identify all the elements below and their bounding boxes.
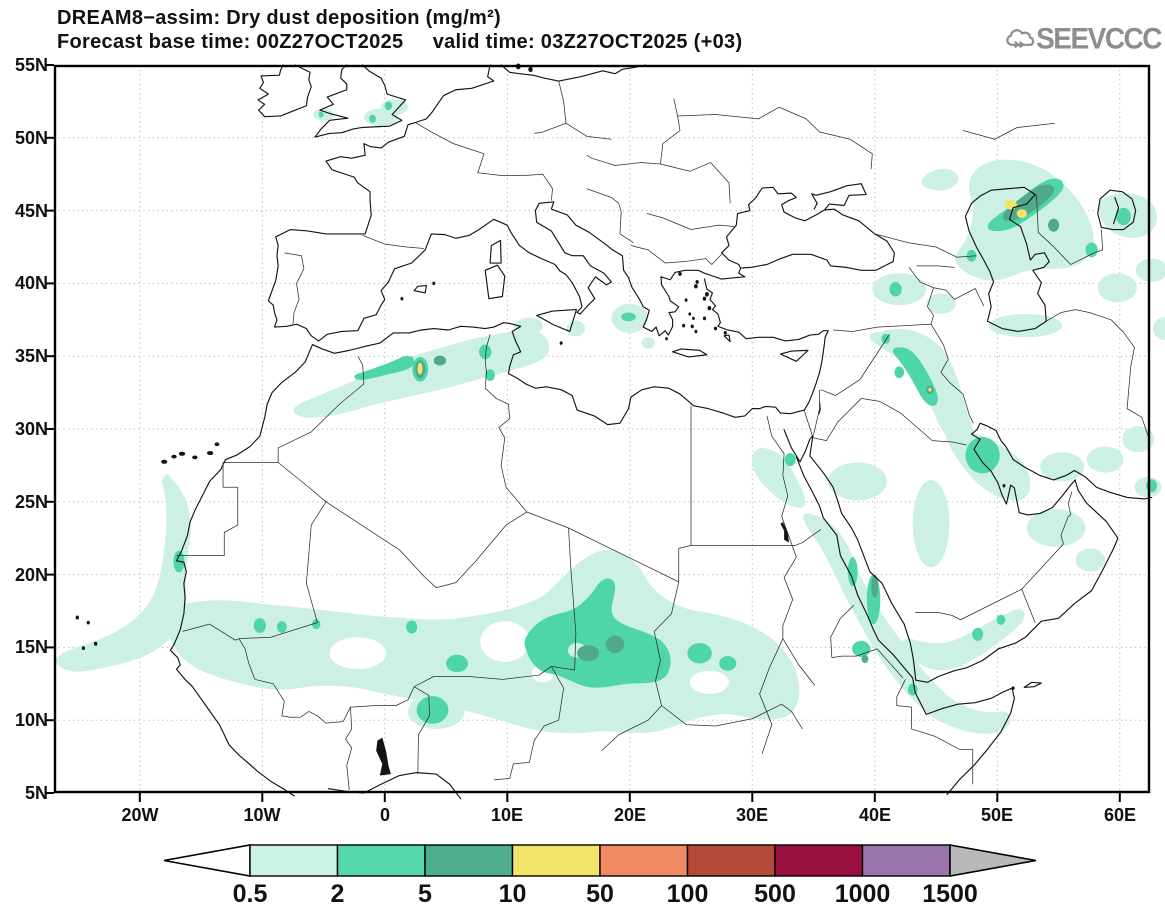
cloud-arrow-icon: [1006, 29, 1035, 49]
figure-title: DREAM8−assim: Dry dust deposition (mg/m²…: [57, 7, 502, 29]
lat-tick-label: 40N: [14, 273, 48, 293]
lat-tick-label: 20N: [14, 565, 48, 585]
lon-tick-label: 30E: [735, 805, 769, 825]
colorbar-tick-label: 10: [499, 880, 527, 907]
colorbar-segment: [511, 844, 601, 877]
colorbar-segment: [774, 844, 864, 877]
lon-tick-label: 60E: [1103, 805, 1137, 825]
lake-nasser: [780, 522, 789, 543]
colorbar: 0.5 2 5 10 50 100 500 1000 1500: [163, 844, 1037, 907]
colorbar-tick-label: 500: [754, 880, 796, 907]
seevccc-logo: SEEVCCC: [1005, 16, 1162, 62]
lat-tick-label: 10N: [14, 710, 48, 730]
lat-tick-label: 25N: [14, 492, 48, 512]
island-specks: [75, 63, 1015, 690]
colorbar-right-arrow: [949, 844, 1037, 877]
colorbar-segment: [686, 844, 776, 877]
colorbar-segment: [249, 844, 339, 877]
lon-tick-label: 20E: [613, 805, 647, 825]
lon-tick-label: 0: [379, 805, 390, 825]
axis-ticks: [45, 64, 1121, 802]
logo-wordmark: SEEVCCC: [1036, 22, 1162, 55]
colorbar-tick-label: 5: [418, 880, 432, 907]
lat-tick-label: 45N: [14, 201, 48, 221]
lake-volta: [376, 737, 391, 776]
lat-tick-label: 15N: [14, 637, 48, 657]
colorbar-tick-label: 1500: [922, 880, 978, 907]
lon-tick-label: 40E: [858, 805, 892, 825]
lat-tick-label: 55N: [14, 55, 48, 75]
colorbar-left-arrow: [163, 844, 251, 877]
colorbar-tick-label: 100: [667, 880, 709, 907]
lon-tick-label: 20W: [121, 805, 159, 825]
lat-tick-label: 30N: [14, 419, 48, 439]
colorbar-tick-label: 50: [586, 880, 614, 907]
rivers: [376, 416, 815, 776]
colorbar-segment: [599, 844, 689, 877]
geo-layer: [55, 63, 1165, 799]
colorbar-tick-label: 1000: [835, 880, 891, 907]
lon-tick-label: 50E: [980, 805, 1014, 825]
dust-layer-holes: [329, 621, 729, 694]
map-frame: [53, 64, 1151, 794]
colorbar-segment: [861, 844, 951, 877]
lon-tick-label: 10W: [243, 805, 281, 825]
colorbar-tick-label: 0.5: [233, 880, 268, 907]
coastlines: [170, 65, 1151, 799]
lat-tick-label: 5N: [24, 783, 48, 803]
lon-tick-label: 10E: [490, 805, 524, 825]
figure-subtitle-times: Forecast base time: 00Z27OCT2025 valid t…: [57, 31, 743, 53]
colorbar-tick-label: 2: [331, 880, 345, 907]
country-borders: [177, 81, 1150, 790]
colorbar-segment: [424, 844, 514, 877]
map-canvas: [45, 64, 1165, 794]
lat-tick-label: 35N: [14, 346, 48, 366]
map-panel: [45, 64, 1165, 794]
colorbar-segment: [336, 844, 426, 877]
lat-tick-label: 50N: [14, 128, 48, 148]
